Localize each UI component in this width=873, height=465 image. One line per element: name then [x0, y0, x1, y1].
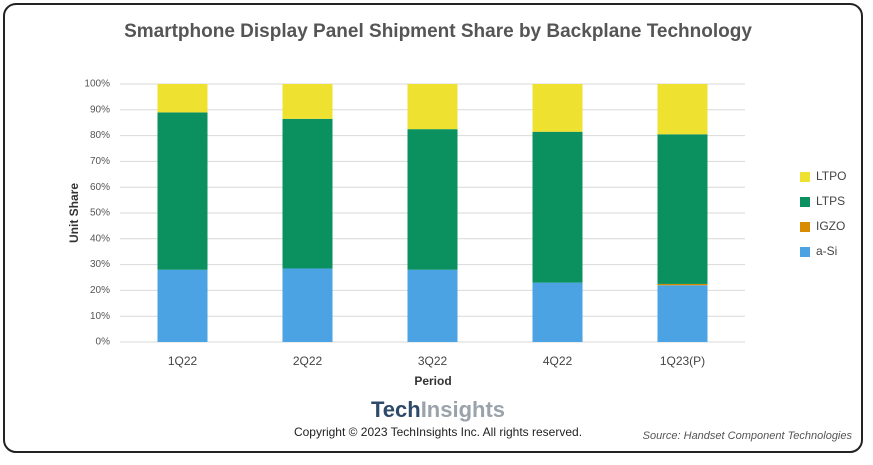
chart-title: Smartphone Display Panel Shipment Share … — [124, 21, 752, 42]
legend-label: LTPS — [816, 194, 845, 208]
x-tick-label: 2Q22 — [293, 354, 323, 368]
bar-segment — [657, 285, 708, 342]
y-tick-label: 20% — [90, 285, 110, 296]
x-tick-label: 1Q22 — [168, 354, 198, 368]
bar-segment — [657, 134, 708, 284]
bar-segment — [532, 282, 583, 342]
source: Source: Handset Component Technologies — [643, 430, 853, 442]
y-tick-label: 40% — [90, 233, 110, 244]
legend-label: a-Si — [816, 244, 837, 258]
legend-label: LTPO — [816, 169, 846, 183]
x-tick-label: 1Q23(P) — [660, 354, 705, 368]
y-tick-label: 50% — [90, 208, 110, 219]
y-axis-label: Unit Share — [67, 183, 81, 243]
bar-segment — [157, 112, 208, 270]
bar-segment — [157, 269, 208, 342]
bar-segment — [407, 269, 458, 342]
y-tick-label: 60% — [90, 182, 110, 193]
legend-swatch — [800, 247, 810, 257]
x-axis-label: Period — [414, 374, 451, 388]
logo-secondary: Insights — [421, 397, 505, 422]
legend-swatch — [800, 222, 810, 232]
x-tick-label: 3Q22 — [418, 354, 448, 368]
legend-swatch — [800, 172, 810, 182]
bar-segment — [282, 118, 333, 269]
y-tick-label: 10% — [90, 311, 110, 322]
bar-segment — [657, 84, 708, 135]
bar-segment — [532, 131, 583, 283]
logo-primary: Tech — [371, 397, 421, 422]
logo: TechInsights — [371, 397, 505, 422]
y-tick-label: 30% — [90, 259, 110, 270]
y-tick-label: 90% — [90, 104, 110, 115]
y-tick-label: 80% — [90, 130, 110, 141]
y-tick-label: 70% — [90, 156, 110, 167]
bar-segment — [157, 84, 208, 113]
copyright: Copyright © 2023 TechInsights Inc. All r… — [294, 425, 582, 439]
bar-segment — [532, 84, 583, 132]
legend-label: IGZO — [816, 219, 845, 233]
x-tick-label: 4Q22 — [543, 354, 573, 368]
bar-segment — [407, 129, 458, 270]
bar-segment — [282, 268, 333, 342]
y-tick-label: 100% — [84, 79, 110, 90]
bar-segment — [657, 283, 708, 286]
bar-segment — [282, 84, 333, 119]
bar-segment — [407, 84, 458, 130]
y-tick-label: 0% — [96, 337, 111, 348]
legend-swatch — [800, 197, 810, 207]
